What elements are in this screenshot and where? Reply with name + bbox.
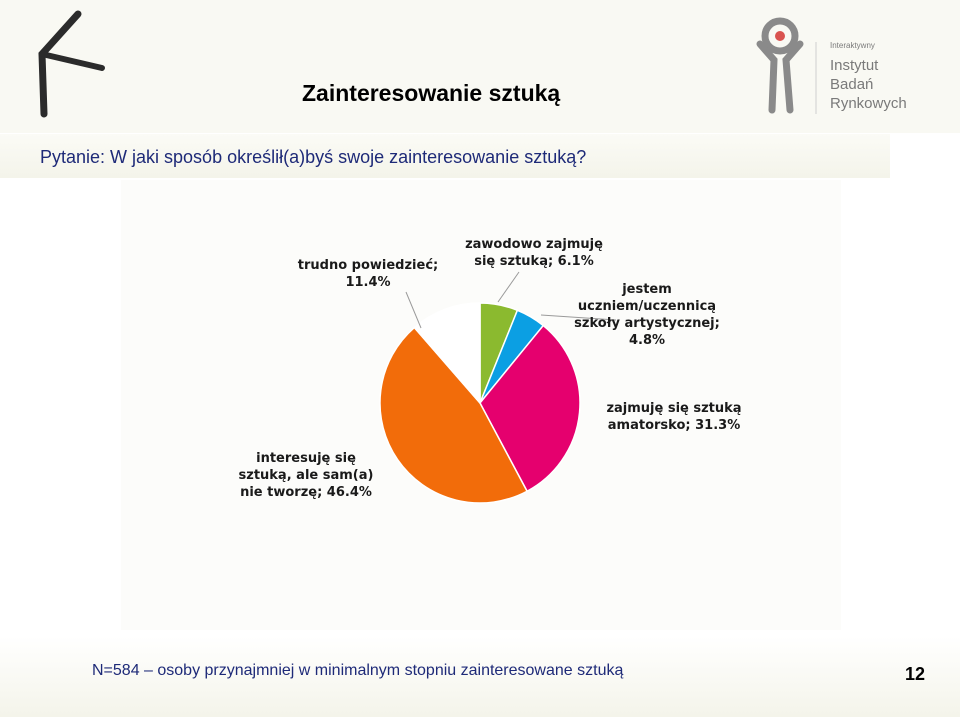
slice-hard-to-say — [413, 302, 481, 406]
slice-label-professional: zawodowo zajmuję się sztuką; 6.1% — [465, 237, 603, 269]
company-logo-left — [38, 10, 105, 118]
logo-small-text: Interaktywny — [830, 41, 875, 50]
iibr-logo-text: Interaktywny Instytut Badań Rynkowych — [830, 40, 907, 113]
pie-chart-svg — [379, 271, 617, 504]
slice-label-interested: interesuję się sztuką, ale sam(a) nie tw… — [238, 451, 374, 500]
logo-line-3: Rynkowych — [830, 95, 907, 112]
sample-size-note: N=584 – osoby przynajmniej w minimalnym … — [92, 662, 624, 679]
question-band — [0, 134, 890, 178]
header-band — [0, 0, 960, 133]
slice-interested — [379, 326, 529, 504]
survey-question: Pytanie: W jaki sposób określił(a)byś sw… — [40, 147, 587, 167]
logo-line-2: Badań — [830, 76, 874, 93]
leader-hard-to-say — [405, 291, 422, 329]
leader-art-student — [540, 314, 617, 321]
pie-chart: zawodowo zajmuję się sztuką; 6.1% jestem… — [121, 180, 841, 630]
footer-band — [0, 636, 960, 717]
leader-professional — [497, 271, 520, 303]
slice-label-amateur: zajmuję się sztuką amatorsko; 31.3% — [606, 401, 742, 433]
page-number: 12 — [905, 664, 926, 684]
slide-title: Zainteresowanie sztuką — [302, 80, 561, 106]
slice-label-hard-to-say: trudno powiedzieć; 11.4% — [297, 258, 439, 290]
slice-label-art-student: jestem uczniem/uczennicą szkoły artystyc… — [574, 282, 720, 348]
iibr-logo — [756, 17, 817, 114]
logo-line-1: Instytut — [830, 57, 879, 74]
